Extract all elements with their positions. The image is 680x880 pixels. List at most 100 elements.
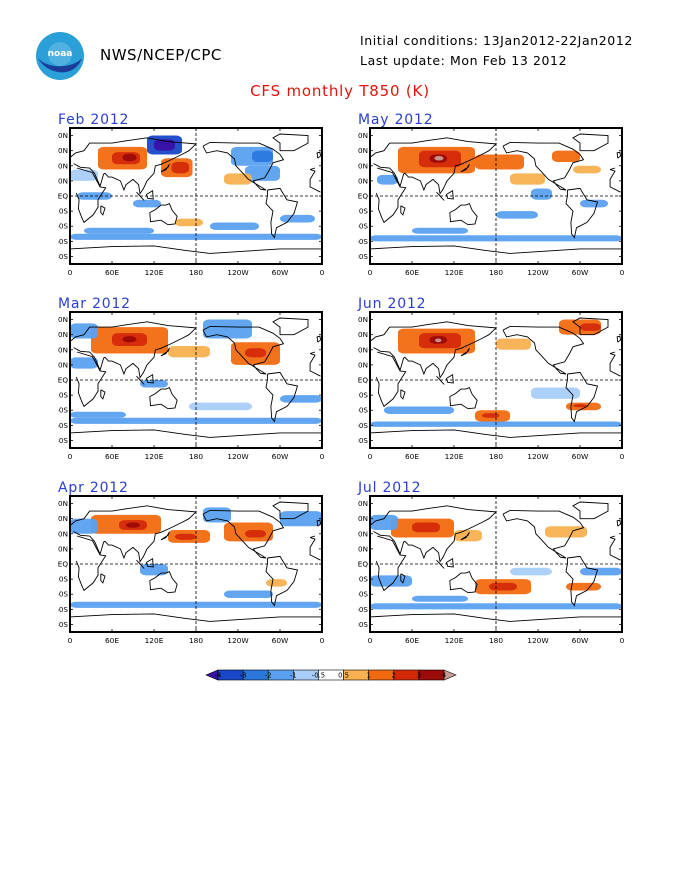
colorbar-label: 0.5 — [338, 672, 349, 680]
anomaly-region — [77, 192, 112, 200]
lon-tick-label: 0 — [620, 452, 625, 461]
anomaly-region — [545, 526, 587, 538]
lat-tick-label: 40N — [358, 345, 368, 354]
coastline — [370, 137, 498, 195]
anomaly-region — [496, 211, 538, 219]
coastline — [449, 203, 478, 226]
coastline — [316, 519, 322, 527]
anomaly-region — [210, 222, 259, 230]
lon-tick-label: 60W — [572, 268, 589, 277]
lat-tick-label: 40S — [58, 590, 68, 599]
coastline — [616, 519, 622, 527]
coastline — [400, 573, 406, 584]
coastline — [449, 387, 478, 410]
anomaly-region — [224, 590, 273, 598]
coastline — [572, 133, 609, 152]
coastline — [609, 167, 616, 171]
lon-tick-label: 0 — [620, 268, 625, 277]
coastline — [70, 429, 322, 438]
anomaly-map: 80N60N40N20NEQ20S40S60S80S060E120E180120… — [353, 120, 648, 282]
lon-tick-label: 60W — [272, 452, 289, 461]
anomaly-map: 80N60N40N20NEQ20S40S60S80S060E120E180120… — [53, 488, 348, 650]
lon-tick-label: 60E — [105, 636, 119, 645]
coastline — [70, 505, 198, 563]
anomaly-region — [580, 199, 608, 208]
anomaly-region — [122, 153, 137, 162]
coastline — [460, 532, 470, 541]
colorbar-label: -2 — [265, 672, 272, 680]
coastline — [100, 573, 106, 584]
lat-tick-label: 20S — [358, 575, 368, 584]
lat-tick-label: 20S — [358, 207, 368, 216]
coastline — [400, 205, 406, 216]
lon-tick-label: 120W — [527, 636, 549, 645]
colorbar-label: -4 — [215, 672, 222, 680]
anomaly-map: 80N60N40N20NEQ20S40S60S80S060E120E180120… — [53, 304, 348, 466]
coastline — [609, 535, 616, 539]
lon-tick-label: 120W — [527, 268, 549, 277]
colorbar-label: -1 — [290, 672, 297, 680]
anomaly-region — [573, 165, 601, 174]
coastline — [565, 555, 599, 607]
panel-title: Mar 2012 — [58, 296, 131, 312]
lon-tick-label: 120E — [145, 636, 164, 645]
lat-tick-label: 40S — [358, 406, 368, 415]
lat-tick-label: 20N — [58, 176, 68, 185]
lat-tick-label: 60N — [358, 146, 368, 155]
lat-tick-label: EQ — [358, 192, 368, 201]
lon-tick-label: 180 — [489, 452, 503, 461]
lat-tick-label: EQ — [58, 560, 68, 569]
lon-tick-label: 60W — [572, 636, 589, 645]
lat-tick-label: 80S — [58, 436, 68, 445]
colorbar-swatch — [368, 669, 395, 681]
coastline — [100, 389, 106, 400]
lat-tick-label: 40S — [58, 222, 68, 231]
coastline — [370, 505, 498, 563]
coastline — [375, 167, 407, 224]
coastline — [160, 164, 170, 173]
coastline — [375, 535, 407, 592]
lat-tick-label: 80N — [58, 315, 68, 324]
lat-tick-label: 60N — [58, 330, 68, 339]
anomaly-region — [70, 357, 98, 369]
lon-tick-label: 120W — [227, 636, 249, 645]
anomaly-region — [280, 395, 322, 403]
coastline — [445, 373, 454, 384]
coastline — [565, 371, 599, 423]
anomaly-region — [280, 511, 322, 527]
lon-tick-label: 60W — [572, 452, 589, 461]
lon-tick-label: 0 — [620, 636, 625, 645]
coastline — [70, 245, 322, 254]
lat-tick-label: 60S — [58, 421, 68, 430]
lat-tick-label: 80N — [358, 499, 368, 508]
anomaly-region — [171, 162, 189, 174]
anomaly-region — [203, 319, 252, 339]
anomaly-map: 80N60N40N20NEQ20S40S60S80S060E120E180120… — [53, 120, 348, 282]
coastline — [75, 167, 107, 224]
coastline — [445, 189, 454, 200]
lon-tick-label: 120W — [227, 268, 249, 277]
coastline — [309, 537, 321, 561]
lat-tick-label: 80S — [58, 620, 68, 629]
coastline — [149, 571, 178, 594]
lat-tick-label: 40N — [358, 161, 368, 170]
anomaly-region — [580, 323, 601, 331]
anomaly-region — [266, 579, 287, 587]
coastline — [160, 532, 170, 541]
lon-tick-label: 180 — [489, 636, 503, 645]
coastline — [272, 501, 309, 520]
lon-tick-label: 120E — [445, 636, 464, 645]
anomaly-region — [531, 387, 580, 399]
coastline — [400, 389, 406, 400]
anomaly-region — [370, 514, 398, 530]
anomaly-region — [70, 601, 322, 608]
lat-tick-label: 40N — [58, 161, 68, 170]
panel-title: Apr 2012 — [58, 480, 129, 496]
coastline — [202, 509, 285, 559]
map-panel-jul: Jul 2012 80N60N40N20NEQ20S40S60S80S060E1… — [353, 480, 648, 650]
lat-tick-label: 20N — [358, 544, 368, 553]
lon-tick-label: 120E — [445, 452, 464, 461]
anomaly-region — [168, 346, 210, 358]
coastline — [75, 351, 107, 408]
lat-tick-label: 40S — [358, 222, 368, 231]
